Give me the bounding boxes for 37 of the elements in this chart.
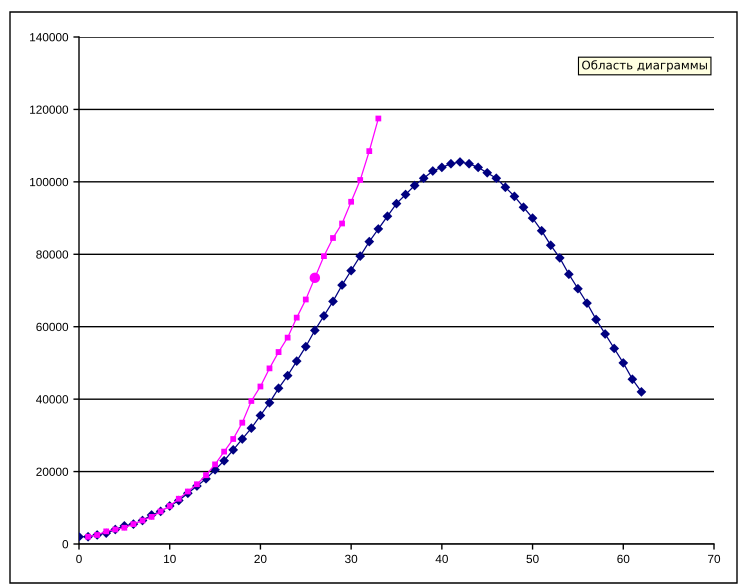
point: [284, 334, 291, 340]
x-tick-label: 0: [76, 554, 82, 564]
point: [294, 314, 300, 321]
point: [248, 398, 254, 404]
x-tick-label: 30: [345, 554, 358, 564]
y-tick-label: 60000: [36, 322, 68, 332]
point: [221, 448, 228, 455]
point: [310, 272, 320, 284]
point: [276, 349, 282, 355]
point: [348, 198, 354, 205]
x-tick-label: 40: [436, 554, 448, 564]
y-tick-label: 0: [62, 540, 68, 548]
x-tick-label: 60: [617, 554, 630, 564]
y-tick-label: 20000: [36, 468, 68, 476]
point: [366, 148, 372, 154]
point: [258, 384, 264, 390]
point: [339, 220, 345, 226]
point: [230, 436, 236, 442]
x-tick-label: 70: [708, 554, 720, 564]
y-tick-label: 140000: [30, 33, 68, 42]
point: [330, 235, 336, 241]
point: [357, 177, 364, 183]
annotation: Область диаграммы: [582, 60, 707, 72]
point: [266, 365, 272, 372]
y-tick-label: 80000: [36, 250, 68, 259]
point: [239, 420, 246, 426]
y-tick-label: 40000: [36, 395, 68, 404]
x-tick-label: 20: [254, 554, 267, 564]
point: [212, 461, 218, 468]
point: [321, 253, 327, 259]
y-tick-label: 100000: [30, 178, 68, 186]
point: [302, 296, 309, 302]
point: [203, 472, 209, 478]
x-tick-label: 10: [164, 554, 176, 564]
x-tick-label: 50: [526, 554, 539, 564]
point: [375, 116, 382, 122]
y-tick-label: 120000: [30, 105, 68, 114]
